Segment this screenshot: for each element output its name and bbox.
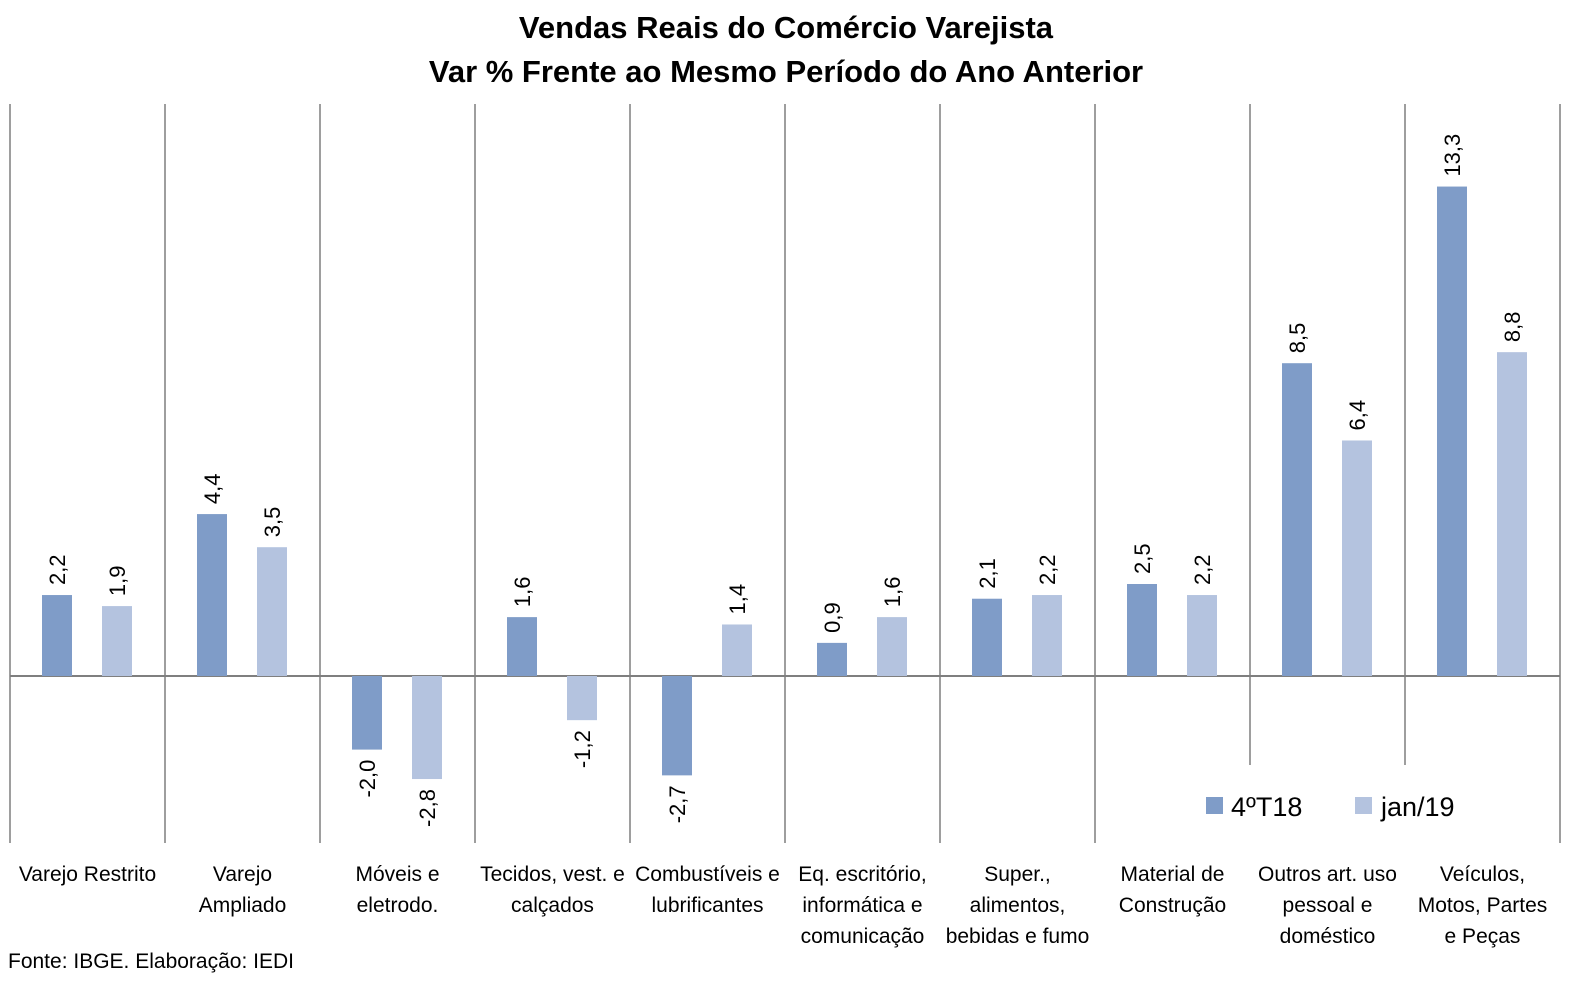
legend-label: jan/19 [1380, 792, 1455, 822]
bar-series1 [1127, 584, 1157, 676]
bar-series2 [102, 606, 132, 676]
bar-series1 [352, 676, 382, 750]
bar-series1 [972, 598, 1002, 676]
bar-series1 [507, 617, 537, 676]
source-note: Fonte: IBGE. Elaboração: IEDI [8, 950, 294, 973]
data-label: -2,0 [355, 760, 380, 798]
chart-title: Vendas Reais do Comércio Varejista Var % … [429, 10, 1143, 89]
bar-series2 [877, 617, 907, 676]
value-labels: 2,2 4,4 -2,0 1,6 -2,7 0,9 2,1 2,5 8,5 13,3 1,9 3,5 -… [45, 134, 1525, 827]
data-label: 4,4 [200, 473, 225, 504]
bar-series2 [567, 676, 597, 721]
category-label: Varejo Ampliado [199, 863, 287, 917]
category-label: Eq. escritório, informática e comunicação [798, 863, 926, 948]
bar-series1 [662, 676, 692, 776]
bars [42, 186, 1527, 780]
data-label: 3,5 [260, 507, 285, 538]
legend-swatch [1355, 797, 1372, 814]
bar-series2 [1342, 440, 1372, 676]
bar-series1 [817, 642, 847, 676]
data-label: 2,2 [1035, 554, 1060, 585]
category-separators [9, 104, 1561, 843]
legend-label: 4ºT18 [1231, 792, 1302, 822]
bar-series2 [412, 676, 442, 780]
category-label: Outros art. uso pessoal e doméstico [1258, 863, 1397, 948]
bar-series2 [1497, 352, 1527, 676]
bar-series2 [1187, 595, 1217, 676]
category-label: Tecidos, vest. e calçados [480, 863, 625, 917]
bar-series2 [257, 547, 287, 676]
data-label: -2,7 [665, 785, 690, 823]
data-label: 8,5 [1285, 323, 1310, 354]
legend-swatch [1206, 797, 1223, 814]
category-label: Móveis e eletrodo. [355, 863, 439, 917]
data-label: 2,2 [1190, 554, 1215, 585]
category-label: Varejo Restrito [19, 863, 156, 886]
data-label: 1,9 [105, 565, 130, 596]
data-label: 1,6 [510, 577, 535, 608]
data-label: 2,5 [1130, 543, 1155, 574]
data-label: 13,3 [1440, 134, 1465, 177]
bar-series2 [722, 624, 752, 676]
data-label: 6,4 [1345, 400, 1370, 431]
chart-title-line: Var % Frente ao Mesmo Período do Ano Ant… [429, 54, 1143, 89]
data-label: 2,1 [975, 558, 1000, 589]
category-label: Combustíveis e lubrificantes [635, 863, 780, 917]
bar-series1 [1437, 186, 1467, 676]
chart-title-line: Vendas Reais do Comércio Varejista [519, 10, 1054, 45]
data-label: 1,6 [880, 577, 905, 608]
bar-series1 [197, 514, 227, 676]
data-label: 1,4 [725, 584, 750, 615]
data-label: 8,8 [1500, 312, 1525, 343]
data-label: 0,9 [820, 602, 845, 633]
category-labels: Varejo Restrito Varejo Ampliado Móveis e ele… [19, 863, 1547, 948]
data-label: 2,2 [45, 554, 70, 585]
category-label: Super., alimentos, bebidas e fumo [946, 863, 1090, 948]
category-label: Veículos, Motos, Partes e Peças [1418, 863, 1548, 948]
bar-series1 [1282, 363, 1312, 676]
data-label: -1,2 [570, 730, 595, 768]
bar-series2 [1032, 595, 1062, 676]
legend: 4ºT18 jan/19 [1206, 792, 1455, 822]
bar-series1 [42, 595, 72, 676]
category-label: Material de Construção [1119, 863, 1226, 917]
data-label: -2,8 [415, 789, 440, 827]
